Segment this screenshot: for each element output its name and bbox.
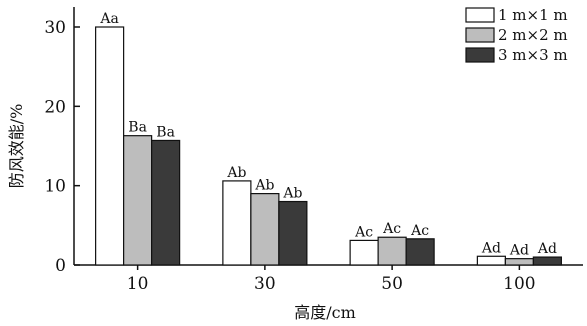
bar (250, 193, 280, 266)
legend-swatch (465, 7, 495, 23)
data-label: Ad (509, 243, 529, 259)
legend-swatch (465, 27, 495, 43)
bar (123, 135, 153, 266)
bar (405, 238, 435, 266)
x-tick-label: 30 (254, 274, 276, 294)
bar (278, 200, 308, 266)
legend-label: 1 m×1 m (498, 6, 568, 24)
data-label: Ad (481, 240, 501, 256)
data-label: Aa (99, 11, 118, 27)
data-label: Ab (282, 186, 302, 202)
y-tick-label: 10 (44, 177, 66, 197)
x-tick-label: 50 (381, 274, 403, 294)
y-tick-label: 30 (44, 18, 66, 38)
legend-swatch (465, 47, 495, 63)
x-axis-title: 高度/cm (294, 303, 356, 322)
bar (504, 258, 534, 266)
data-label: Ac (410, 223, 429, 239)
y-tick-label: 20 (44, 97, 66, 117)
bar (532, 256, 562, 266)
data-label: Ac (382, 221, 401, 237)
bar (151, 139, 181, 266)
legend-label: 3 m×3 m (498, 46, 568, 64)
bar (95, 26, 125, 266)
legend-label: 2 m×2 m (498, 26, 568, 44)
y-tick-label: 0 (55, 256, 66, 276)
bars: Aa Ba Ba Ab Ab Ab Ac Ac Ac Ad Ad Ad (95, 11, 562, 266)
data-label: Ad (537, 241, 557, 257)
data-label: Ba (156, 124, 175, 140)
data-label: Ab (254, 178, 274, 194)
bar (349, 239, 379, 266)
bar (476, 255, 506, 266)
data-label: Ac (354, 224, 373, 240)
data-label: Ab (226, 165, 246, 181)
x-tick-label: 100 (503, 274, 535, 294)
bar (377, 236, 407, 266)
legend: 1 m×1 m 2 m×2 m 3 m×3 m (465, 6, 568, 64)
y-axis-title: 防风效能/% (7, 104, 26, 189)
bar (222, 180, 252, 266)
x-tick-label: 10 (127, 274, 149, 294)
data-label: Ba (128, 120, 147, 136)
